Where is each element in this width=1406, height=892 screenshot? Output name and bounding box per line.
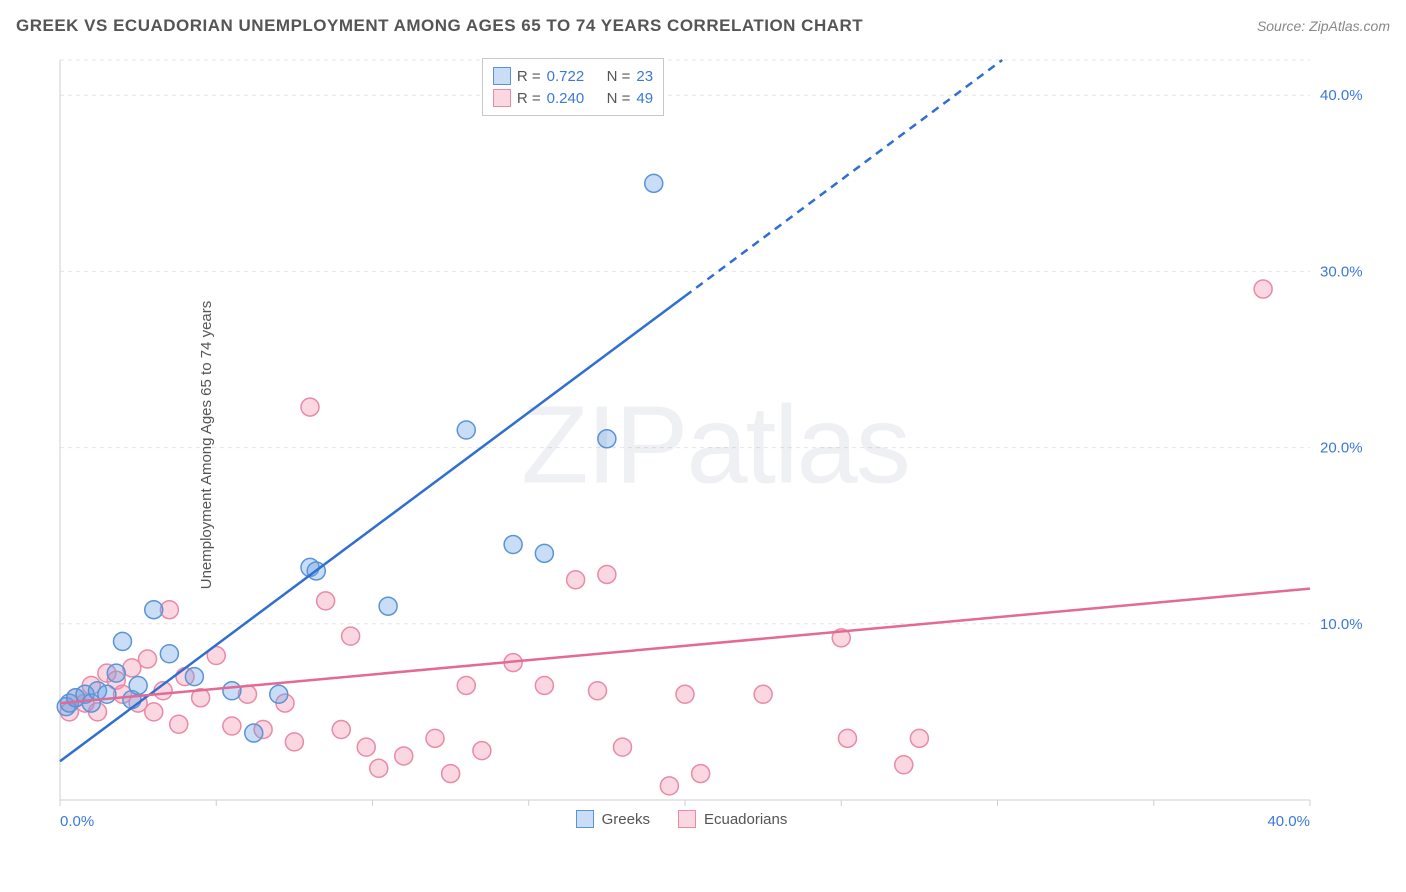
greeks-point	[129, 676, 147, 694]
ecuadorians-point	[457, 676, 475, 694]
ecuadorians-point	[139, 650, 157, 668]
r-label: R =	[517, 68, 541, 85]
greeks-point	[107, 664, 125, 682]
title-bar: GREEK VS ECUADORIAN UNEMPLOYMENT AMONG A…	[16, 16, 1390, 36]
n-label: N =	[607, 68, 631, 85]
legend-label: Greeks	[602, 811, 650, 828]
greeks-point	[145, 601, 163, 619]
ecuadorians-point	[442, 765, 460, 783]
r-label: R =	[517, 90, 541, 107]
ecuadorians-point	[598, 565, 616, 583]
ecuadorians-point	[426, 729, 444, 747]
greeks-point	[160, 645, 178, 663]
ecuadorians-point	[357, 738, 375, 756]
ecuadorians-point	[567, 571, 585, 589]
ecuadorians-point	[285, 733, 303, 751]
series-legend: Greeks Ecuadorians	[576, 810, 788, 828]
greeks-point	[504, 536, 522, 554]
greeks-point	[379, 597, 397, 615]
greeks-swatch-icon	[576, 810, 594, 828]
ecuadorians-point	[839, 729, 857, 747]
r-value: 0.240	[547, 90, 601, 107]
greeks-point	[457, 421, 475, 439]
scatter-plot: Unemployment Among Ages 65 to 74 years 1…	[50, 50, 1380, 840]
ecuadorians-point	[614, 738, 632, 756]
x-tick-label: 40.0%	[1267, 813, 1310, 830]
ecuadorians-point	[589, 682, 607, 700]
ecuadorians-point	[342, 627, 360, 645]
ecuadorians-swatch-icon	[678, 810, 696, 828]
correlation-legend: R = 0.722 N = 23 R = 0.240 N = 49	[482, 58, 664, 116]
n-value: 23	[636, 68, 653, 85]
source-label: Source: ZipAtlas.com	[1257, 18, 1390, 34]
y-tick-label: 20.0%	[1320, 440, 1363, 457]
ecuadorians-point	[1254, 280, 1272, 298]
legend-item-ecuadorians: Ecuadorians	[678, 810, 787, 828]
greeks-point	[245, 724, 263, 742]
r-value: 0.722	[547, 68, 601, 85]
ecuadorians-point	[895, 756, 913, 774]
greeks-point	[223, 682, 241, 700]
chart-title: GREEK VS ECUADORIAN UNEMPLOYMENT AMONG A…	[16, 16, 863, 36]
ecuadorians-point	[170, 715, 188, 733]
ecuadorians-point	[692, 765, 710, 783]
y-tick-label: 30.0%	[1320, 263, 1363, 280]
y-tick-label: 10.0%	[1320, 616, 1363, 633]
corr-row-greeks: R = 0.722 N = 23	[493, 65, 653, 87]
greeks-point	[270, 685, 288, 703]
ecuadorians-point	[332, 721, 350, 739]
ecuadorians-point	[145, 703, 163, 721]
ecuadorians-point	[223, 717, 241, 735]
greeks-point	[185, 668, 203, 686]
ecuadorians-swatch-icon	[493, 89, 511, 107]
ecuadorians-point	[473, 742, 491, 760]
ecuadorians-point	[301, 398, 319, 416]
ecuadorians-point	[754, 685, 772, 703]
ecuadorians-point	[676, 685, 694, 703]
n-value: 49	[636, 90, 653, 107]
ecuadorians-point	[535, 676, 553, 694]
legend-label: Ecuadorians	[704, 811, 787, 828]
n-label: N =	[607, 90, 631, 107]
ecuadorians-point	[317, 592, 335, 610]
ecuadorians-point	[660, 777, 678, 795]
y-axis-label: Unemployment Among Ages 65 to 74 years	[198, 301, 215, 590]
plot-canvas: 10.0% 20.0% 30.0% 40.0% 0.0% 40.0%	[50, 50, 1380, 840]
y-tick-label: 40.0%	[1320, 87, 1363, 104]
greeks-point	[114, 632, 132, 650]
ecuadorians-point	[395, 747, 413, 765]
legend-item-greeks: Greeks	[576, 810, 650, 828]
greeks-swatch-icon	[493, 67, 511, 85]
greeks-point	[535, 544, 553, 562]
greeks-point	[598, 430, 616, 448]
ecuadorians-point	[910, 729, 928, 747]
greeks-point	[645, 174, 663, 192]
x-tick-label: 0.0%	[60, 813, 94, 830]
corr-row-ecuadorians: R = 0.240 N = 49	[493, 87, 653, 109]
ecuadorians-point	[370, 759, 388, 777]
